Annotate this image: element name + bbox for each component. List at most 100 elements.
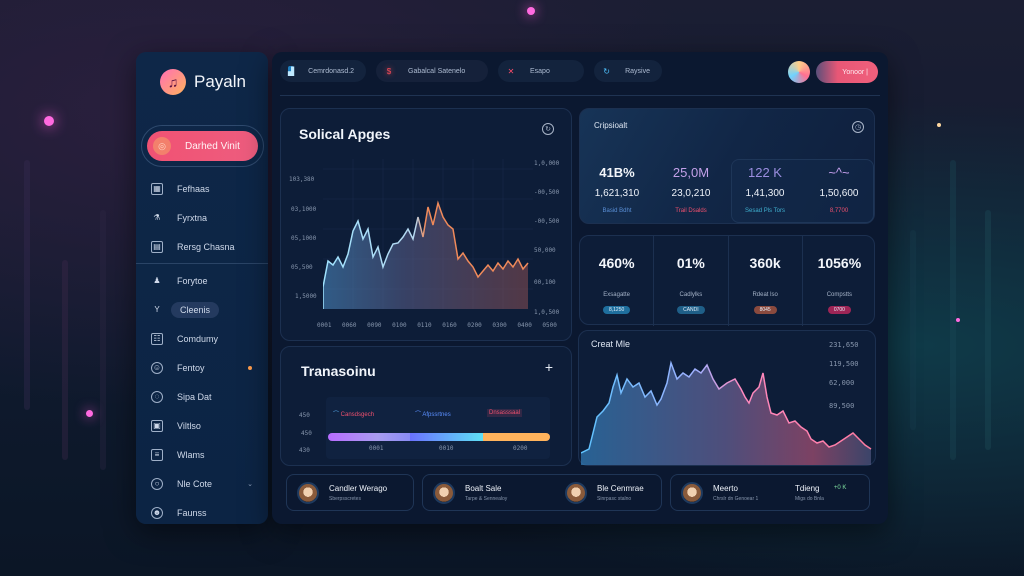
chevron-down-icon[interactable]: ⌄	[247, 480, 253, 488]
cross-icon: ✕	[507, 66, 515, 76]
kpi-card: 460% Exsagatte 8,1250 01% Cadlylks CANDI 360…	[579, 235, 876, 326]
flask-icon: ⚗	[153, 213, 161, 222]
sidebar-item-0[interactable]: ▦ Fefhaas	[136, 174, 268, 203]
stat-secondary: 1,41,300	[745, 188, 785, 199]
x-axis-label: 0160	[442, 322, 457, 329]
stat-panel-right	[731, 159, 874, 223]
stacked-progress-bar[interactable]	[328, 433, 550, 441]
notification-dot	[248, 365, 252, 370]
sidebar: ♫ Payaln ◎ Darhed Vinit ▦ Fefhaas ⚗ Fyrxtn…	[136, 52, 268, 524]
person-name: Meerto	[713, 483, 738, 493]
social-chart-card: Solical Apges ↻ 103,380 03,1000 05,1000 …	[280, 108, 572, 341]
bar-segment-1	[410, 433, 484, 441]
stat-2: 122 K 1,41,300 Sesad Pls Tors	[728, 165, 802, 214]
brand-name: Payaln	[194, 72, 246, 91]
person-subtitle: Tarpe & Sennealoy	[465, 495, 508, 502]
sidebar-item-7[interactable]: ◌ Sipa Dat	[136, 382, 268, 411]
y-axis-label: 62,000	[829, 379, 855, 387]
bar-segment-2	[483, 433, 550, 441]
x-axis-label: 0001	[317, 322, 332, 329]
person-info: Boalt Sale Tarpe & Sennealoy	[465, 484, 555, 502]
x-axis-label: 0200	[467, 322, 482, 329]
stat-0: 41B% 1,621,310 Basid Bdht	[580, 165, 654, 214]
kpi-3: 1056% Compstts 0700	[803, 236, 876, 326]
primary-cta-button[interactable]: ◎ Darhed Vinit	[147, 131, 258, 161]
card-title: Creat Mle	[591, 339, 631, 349]
cocktail-icon: Y	[154, 305, 160, 314]
market-chart-card: Creat Mle 231,650 119,500 62,000 89,500	[578, 330, 876, 466]
tab-1[interactable]: $ Gabalcal Satenelo	[376, 60, 488, 82]
topbar-action-button[interactable]: Yonoor |	[816, 61, 878, 83]
sidebar-item-11[interactable]: ☻ Faunss	[151, 506, 207, 519]
sidebar-item-10[interactable]: ○ Nle Cote ⌄	[136, 469, 268, 498]
tab-2[interactable]: ✕ Esapo	[498, 60, 584, 82]
person-name: Ble Cenmrae	[597, 483, 644, 493]
sidebar-item-4[interactable]: Y Cleenis	[136, 295, 268, 324]
add-transaction-button[interactable]: +	[544, 359, 553, 375]
sidebar-item-2[interactable]: ▤ Rersg Chasna	[136, 232, 268, 261]
social-area-chart[interactable]	[323, 159, 533, 317]
market-area-chart[interactable]	[581, 353, 873, 465]
refresh-icon[interactable]: ↻	[542, 123, 554, 135]
y-axis-label: 119,500	[829, 360, 859, 368]
sidebar-item-9[interactable]: ≡ Wlams	[136, 440, 268, 469]
kpi-2: 360k Rdeat lso 8045	[729, 236, 803, 326]
tab-0[interactable]: ▟ Cemrdonasd.2	[280, 60, 366, 82]
main-panel: ▟ Cemrdonasd.2 $ Gabalcal Satenelo ✕ Esapo …	[272, 52, 888, 524]
cta-container: ◎ Darhed Vinit	[141, 125, 264, 167]
face-icon: ☺	[151, 361, 163, 374]
y-axis-label: 450	[301, 430, 312, 437]
kpi-badge: CANDI	[677, 306, 705, 314]
stat-caption: Basid Bdht	[602, 208, 632, 214]
refresh-icon: ↻	[603, 66, 610, 76]
person-info: Meerto Chrslr dn Genoear 1	[713, 484, 785, 502]
transaction-chart-area	[326, 397, 550, 459]
y-axis-label-right: -00,500	[534, 189, 560, 196]
bar-label: 0001	[369, 445, 384, 452]
kpi-badge: 8045	[753, 306, 777, 314]
legend-2: Dnsasssaal	[487, 409, 523, 417]
kpi-value: 460%	[598, 255, 635, 271]
person-avatar	[681, 481, 703, 504]
bar-label: 0200	[513, 445, 528, 452]
person-card-2[interactable]: Meerto Chrslr dn Genoear 1 Tdieng Migs do …	[670, 474, 870, 511]
kpi-badge: 8,1250	[602, 306, 631, 314]
tab-3[interactable]: ↻ Raysive	[594, 60, 662, 82]
kpi-label: Compstts	[826, 292, 853, 298]
topbar-actions: Yonoor |	[788, 61, 878, 83]
sidebar-item-5[interactable]: ☷ Comdumy	[136, 324, 268, 353]
server-icon: ☷	[151, 332, 163, 345]
stat-1: 25,0M 23,0,210 Trail Dsalds	[654, 165, 728, 214]
person-subtitle: Sinrpasc stalno	[597, 495, 632, 502]
sidebar-item-1[interactable]: ⚗ Fyrxtna	[136, 203, 268, 232]
x-axis-label: 0110	[417, 322, 432, 329]
person-avatar	[565, 481, 587, 504]
chat-icon: ◌	[151, 390, 163, 403]
user-avatar[interactable]	[788, 61, 810, 83]
person-card-1[interactable]: Boalt Sale Tarpe & Sennealoy Ble Cenmrae S…	[422, 474, 662, 511]
sidebar-item-8[interactable]: ▣ Viltlso	[136, 411, 268, 440]
chart-icon: ▟	[288, 66, 295, 76]
nav-divider	[136, 263, 268, 264]
wave-icon: ⌒	[415, 412, 423, 418]
person-card-0[interactable]: Candler Werago Sberpsscretes	[286, 474, 414, 511]
legend-label: Afpssrtnes	[422, 412, 451, 418]
card-title: Solical Apges	[299, 126, 391, 142]
grid-icon: ▤	[151, 240, 163, 253]
person-subtitle: Migs do Bnla	[795, 495, 824, 502]
kpi-badge: 0700	[827, 306, 851, 314]
y-axis-label-right: 1,0,000	[534, 160, 560, 167]
legend-label: Dnsasssaal	[489, 410, 521, 416]
clock-icon[interactable]: ◷	[852, 121, 864, 133]
profile-icon: ☻	[151, 506, 163, 519]
document-icon: ≡	[151, 448, 163, 461]
person-info: Ble Cenmrae Sinrpasc stalno	[597, 484, 644, 502]
sidebar-item-6[interactable]: ☺ Fentoy	[136, 353, 268, 382]
wave-icon: ⌒	[333, 412, 341, 418]
sidebar-item-3[interactable]: ♟ Forytoe	[136, 266, 268, 295]
stat-caption: Trail Dsalds	[675, 208, 707, 214]
camera-icon: ▣	[151, 419, 163, 432]
person-info: Candler Werago Sberpsscretes	[329, 484, 387, 502]
brand[interactable]: ♫ Payaln	[160, 69, 246, 95]
brand-logo-icon: ♫	[160, 69, 186, 95]
